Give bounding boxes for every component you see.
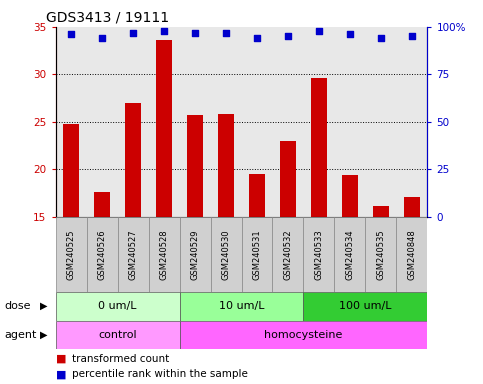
Text: ■: ■	[56, 354, 66, 364]
Text: transformed count: transformed count	[72, 354, 170, 364]
Text: ■: ■	[56, 369, 66, 379]
Point	[160, 28, 168, 34]
Text: ▶: ▶	[40, 330, 47, 340]
Text: 0 um/L: 0 um/L	[98, 301, 137, 311]
Point	[377, 35, 385, 41]
Bar	[303, 217, 334, 292]
Point	[98, 35, 106, 41]
Text: GDS3413 / 19111: GDS3413 / 19111	[46, 11, 169, 25]
Text: GSM240526: GSM240526	[98, 229, 107, 280]
Bar	[149, 217, 180, 292]
Bar	[56, 292, 180, 321]
Bar	[404, 197, 420, 217]
Bar	[187, 115, 203, 217]
Bar	[94, 192, 110, 217]
Text: GSM240529: GSM240529	[190, 229, 199, 280]
Bar	[125, 103, 141, 217]
Point	[408, 33, 416, 40]
Bar	[86, 217, 117, 292]
Point	[284, 33, 292, 40]
Text: control: control	[98, 330, 137, 340]
Text: dose: dose	[5, 301, 31, 311]
Text: 100 um/L: 100 um/L	[339, 301, 392, 311]
Bar	[56, 321, 180, 349]
Text: GSM240531: GSM240531	[253, 229, 261, 280]
Bar	[117, 217, 149, 292]
Bar	[311, 78, 327, 217]
Bar	[63, 124, 79, 217]
Point	[67, 31, 75, 38]
Text: GSM240534: GSM240534	[345, 229, 355, 280]
Text: GSM240848: GSM240848	[408, 229, 416, 280]
Bar	[211, 217, 242, 292]
Bar	[366, 217, 397, 292]
Text: GSM240535: GSM240535	[376, 229, 385, 280]
Point	[129, 30, 137, 36]
Point	[315, 28, 323, 34]
Bar	[280, 141, 296, 217]
Text: percentile rank within the sample: percentile rank within the sample	[72, 369, 248, 379]
Bar	[334, 217, 366, 292]
Bar	[249, 174, 265, 217]
Bar	[218, 114, 234, 217]
Bar	[180, 292, 303, 321]
Bar	[397, 217, 427, 292]
Text: homocysteine: homocysteine	[264, 330, 342, 340]
Text: GSM240527: GSM240527	[128, 229, 138, 280]
Point	[253, 35, 261, 41]
Bar	[342, 175, 358, 217]
Bar	[180, 217, 211, 292]
Text: GSM240530: GSM240530	[222, 229, 230, 280]
Text: agent: agent	[5, 330, 37, 340]
Bar	[156, 40, 172, 217]
Text: ▶: ▶	[40, 301, 47, 311]
Bar	[180, 321, 427, 349]
Bar	[242, 217, 272, 292]
Point	[222, 30, 230, 36]
Bar	[56, 217, 86, 292]
Bar	[272, 217, 303, 292]
Bar	[373, 205, 389, 217]
Text: GSM240533: GSM240533	[314, 229, 324, 280]
Text: GSM240525: GSM240525	[67, 229, 75, 280]
Text: GSM240528: GSM240528	[159, 229, 169, 280]
Point	[346, 31, 354, 38]
Bar	[303, 292, 427, 321]
Point	[191, 30, 199, 36]
Text: GSM240532: GSM240532	[284, 229, 293, 280]
Text: 10 um/L: 10 um/L	[219, 301, 264, 311]
